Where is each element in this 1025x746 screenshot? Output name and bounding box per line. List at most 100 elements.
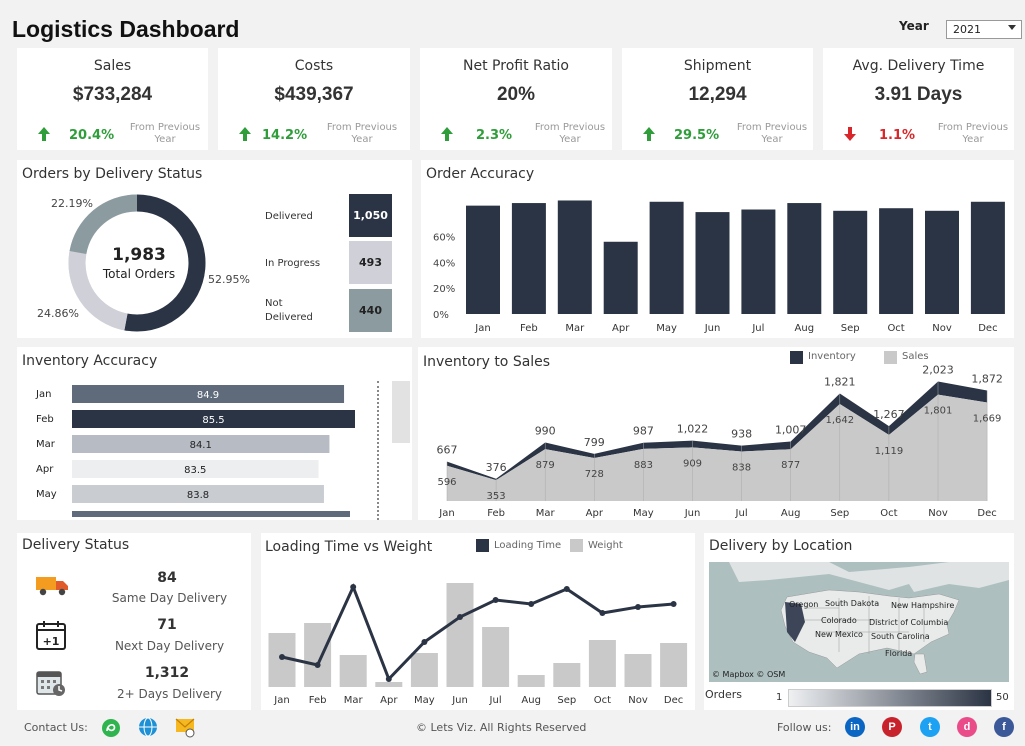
inventory-area	[447, 381, 988, 481]
weight-bar	[517, 675, 545, 687]
x-tick-label: Oct	[887, 323, 904, 334]
inventory-label: 938	[731, 428, 752, 441]
twitter-icon[interactable]: t	[920, 717, 940, 737]
sales-area	[447, 394, 988, 501]
x-tick-label: Jul	[489, 695, 502, 706]
contact-label: Contact Us:	[24, 721, 88, 734]
section-title: Inventory to Sales	[423, 354, 551, 370]
chevron-down-icon[interactable]	[1008, 25, 1016, 30]
inventory-label: 1,872	[971, 372, 1003, 385]
x-tick-label: Aug	[521, 695, 541, 706]
sales-label: 728	[585, 469, 604, 480]
kpi-card-costs: Costs $439,367 14.2% From Previous Year	[218, 48, 410, 150]
legend-swatch-loading	[476, 539, 489, 552]
bar	[879, 208, 914, 314]
delivery-value-next-day: 71	[157, 617, 177, 633]
x-tick-label: Aug	[795, 323, 815, 334]
kpi-name: Costs	[294, 58, 334, 74]
svg-text:+1: +1	[43, 635, 60, 648]
donut-segment-delivered[interactable]	[124, 194, 206, 332]
x-tick-label: Mar	[344, 695, 364, 706]
truck-icon	[36, 577, 68, 596]
orders-status-card: Orders by Delivery Status 1,983 Total Or…	[17, 160, 412, 338]
x-tick-label: Jul	[751, 323, 764, 334]
kpi-change: 1.1%	[879, 128, 916, 143]
facebook-icon[interactable]: f	[994, 717, 1014, 737]
inventory-label: 376	[486, 461, 507, 474]
inventory-label: 2,023	[922, 364, 954, 377]
sales-label: 353	[487, 491, 506, 502]
kpi-change: 29.5%	[674, 128, 720, 143]
x-tick-label: Feb	[520, 323, 538, 334]
bar	[741, 209, 776, 314]
legend-min: 1	[776, 692, 783, 703]
status-box-not-delivered[interactable]: 440	[349, 289, 392, 332]
dribbble-icon[interactable]: d	[957, 717, 977, 737]
x-tick-label: Apr	[380, 695, 398, 706]
x-tick-label: Nov	[928, 508, 948, 519]
year-select-value: 2021	[953, 23, 981, 36]
scrollbar-thumb[interactable]	[392, 381, 410, 443]
x-tick-label: Mar	[536, 508, 556, 519]
legend-swatch-weight	[570, 539, 583, 552]
x-tick-label: Apr	[586, 508, 604, 519]
map-label: Florida	[885, 649, 912, 658]
status-box-delivered[interactable]: 1,050	[349, 194, 392, 237]
arrow-up-icon	[643, 127, 655, 141]
x-tick-label: May	[633, 508, 654, 519]
x-tick-label: Dec	[978, 323, 997, 334]
inventory-sales-card: Inventory to Sales Inventory Sales 667 59…	[418, 347, 1014, 520]
status-label-in-progress: In Progress	[265, 258, 321, 269]
whatsapp-icon[interactable]	[101, 718, 121, 738]
donut-segment-not-delivered[interactable]	[69, 194, 138, 255]
loading-point	[279, 654, 285, 660]
kpi-card-net-profit: Net Profit Ratio 20% 2.3% From Previous …	[420, 48, 612, 150]
legend-label-weight: Weight	[588, 540, 623, 551]
donut-segment-in-progress[interactable]	[68, 250, 128, 331]
sales-label: 838	[732, 463, 751, 474]
weight-bar	[482, 627, 510, 687]
inventory-label: 1,267	[873, 408, 905, 421]
bar	[511, 203, 546, 314]
order-accuracy-card: Order Accuracy 0% 20% 40% 60% Jan Feb Mar Apr Ma…	[421, 160, 1014, 338]
map-label: South Dakota	[825, 599, 879, 608]
y-tick-label: 0%	[433, 310, 449, 321]
year-select[interactable]: 2021	[946, 20, 1022, 39]
legend-label-sales: Sales	[902, 351, 929, 362]
kpi-value: 20%	[496, 84, 536, 105]
pct-in-progress: 24.86%	[37, 307, 79, 320]
status-label-not-delivered: Not Delivered	[265, 298, 313, 323]
arrow-down-icon	[844, 127, 856, 141]
inventory-sales-chart: 667 596 Jan 376 353 Feb 990 879 Mar 799 728 Apr 987 8…	[437, 364, 1003, 519]
section-title: Delivery Status	[22, 537, 130, 553]
order-accuracy-chart: 0% 20% 40% 60% Jan Feb Mar Apr May Jun Jul Aug Sep Oc…	[433, 200, 1005, 334]
inventory-label: 1,022	[677, 423, 709, 436]
x-tick-label: Nov	[628, 695, 648, 706]
loading-point	[385, 676, 392, 682]
x-tick-label: Sep	[557, 695, 576, 706]
kpi-note: From Previous Year	[736, 122, 808, 145]
arrow-up-icon	[441, 127, 453, 141]
map-attribution: © Mapbox © OSM	[712, 670, 785, 679]
email-icon[interactable]	[175, 716, 197, 738]
inventory-label: 990	[535, 425, 556, 438]
copyright: © Lets Viz. All Rights Reserved	[416, 721, 587, 734]
linkedin-icon[interactable]: in	[845, 717, 865, 737]
data-label: 85.5	[202, 415, 224, 426]
section-title: Loading Time vs Weight	[265, 539, 433, 555]
us-map[interactable]: Oregon South Dakota New Hampshire Colora…	[709, 562, 1009, 682]
status-box-in-progress[interactable]: 493	[349, 241, 392, 284]
loading-point	[421, 639, 428, 645]
weight-bar	[410, 653, 438, 687]
x-tick-label: Dec	[664, 695, 683, 706]
sales-label: 909	[683, 458, 702, 469]
sales-label: 883	[634, 460, 653, 471]
website-icon[interactable]	[138, 717, 158, 739]
arrow-up-icon	[239, 127, 251, 141]
kpi-card-delivery-time: Avg. Delivery Time 3.91 Days 1.1% From P…	[823, 48, 1014, 150]
pinterest-icon[interactable]: P	[882, 717, 902, 737]
kpi-note: From Previous Year	[326, 122, 398, 145]
y-tick-label: Feb	[36, 414, 54, 425]
kpi-note: From Previous Year	[937, 122, 1009, 145]
kpi-card-sales: Sales $733,284 20.4% From Previous Year	[17, 48, 208, 150]
